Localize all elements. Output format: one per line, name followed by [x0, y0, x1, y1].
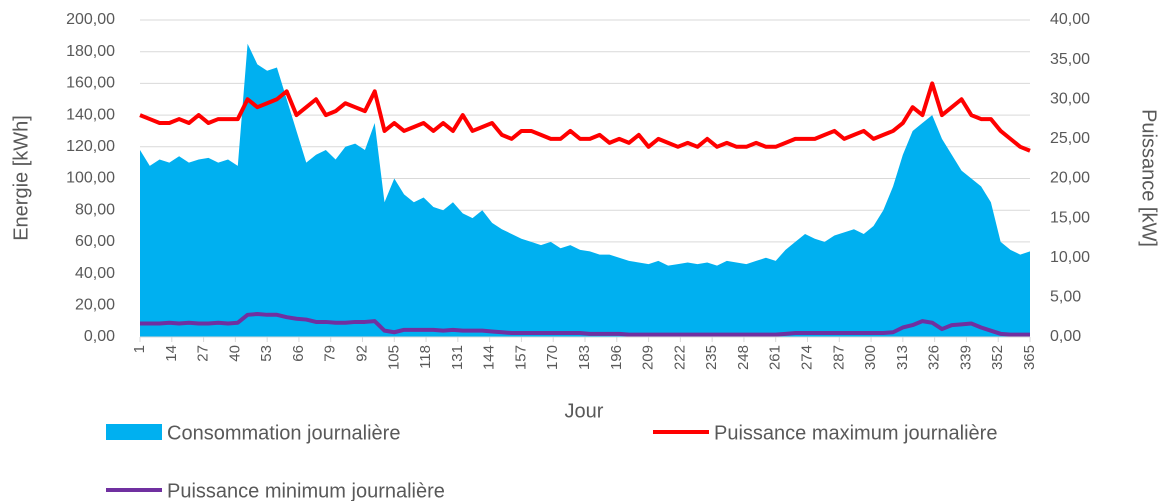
x-tick-label: 92 [353, 345, 370, 362]
y2-tick-label: 10,00 [1050, 249, 1090, 266]
x-tick-label: 261 [767, 345, 784, 370]
x-tick-label: 157 [512, 345, 529, 370]
y2-tick-label: 20,00 [1050, 170, 1090, 187]
x-tick-label: 144 [481, 345, 498, 370]
x-tick-label: 14 [163, 345, 180, 362]
x-tick-label: 196 [608, 345, 625, 370]
x-tick-label: 300 [862, 345, 879, 370]
y2-tick-label: 0,00 [1050, 328, 1081, 345]
x-tick-label: 131 [449, 345, 466, 370]
y2-tick-label: 35,00 [1050, 51, 1090, 68]
y2-tick-label: 25,00 [1050, 130, 1090, 147]
y-tick-label: 120,00 [66, 138, 115, 155]
y-tick-label: 140,00 [66, 106, 115, 123]
legend-label: Puissance maximum journalière [714, 422, 997, 444]
x-tick-label: 209 [640, 345, 657, 370]
y2-tick-label: 30,00 [1050, 90, 1090, 107]
y-tick-label: 0,00 [84, 328, 115, 345]
y-tick-label: 20,00 [75, 297, 115, 314]
legend-swatch [106, 424, 162, 440]
y2-axis-title: Puissance [kW] [1138, 109, 1160, 247]
x-tick-label: 339 [957, 345, 974, 370]
x-tick-label: 222 [671, 345, 688, 370]
y-tick-label: 180,00 [66, 43, 115, 60]
y-tick-label: 200,00 [66, 11, 115, 28]
y-tick-label: 60,00 [75, 233, 115, 250]
x-tick-label: 248 [735, 345, 752, 370]
x-tick-label: 183 [576, 345, 593, 370]
y2-tick-label: 5,00 [1050, 289, 1081, 306]
y-tick-label: 100,00 [66, 170, 115, 187]
y-axis-title: Energie [kWh] [10, 115, 32, 241]
x-tick-label: 235 [703, 345, 720, 370]
x-tick-label: 313 [894, 345, 911, 370]
y2-tick-label: 15,00 [1050, 209, 1090, 226]
line [139, 81, 1031, 153]
x-tick-label: 53 [258, 345, 275, 362]
line [140, 312, 1030, 337]
x-tick-label: 105 [385, 345, 402, 370]
x-tick-label: 287 [830, 345, 847, 370]
y-tick-label: 40,00 [75, 265, 115, 282]
y-tick-label: 80,00 [75, 201, 115, 218]
x-tick-label: 326 [926, 345, 943, 370]
x-tick-label: 27 [195, 345, 212, 362]
legend-label: Puissance minimum journalière [167, 480, 445, 501]
x-tick-label: 66 [290, 345, 307, 362]
area [140, 43, 1030, 338]
x-tick-label: 40 [226, 345, 243, 362]
y2-tick-label: 40,00 [1050, 11, 1090, 28]
x-tick-label: 118 [417, 345, 434, 369]
x-axis-title: Jour [565, 400, 604, 422]
x-tick-label: 352 [989, 345, 1006, 370]
x-tick-label: 365 [1021, 345, 1038, 370]
x-tick-label: 170 [544, 345, 561, 370]
legend-label: Consommation journalière [167, 422, 400, 444]
x-tick-label: 79 [322, 345, 339, 362]
x-tick-label: 1 [131, 345, 148, 353]
y-tick-label: 160,00 [66, 75, 115, 92]
x-tick-label: 274 [798, 345, 815, 370]
